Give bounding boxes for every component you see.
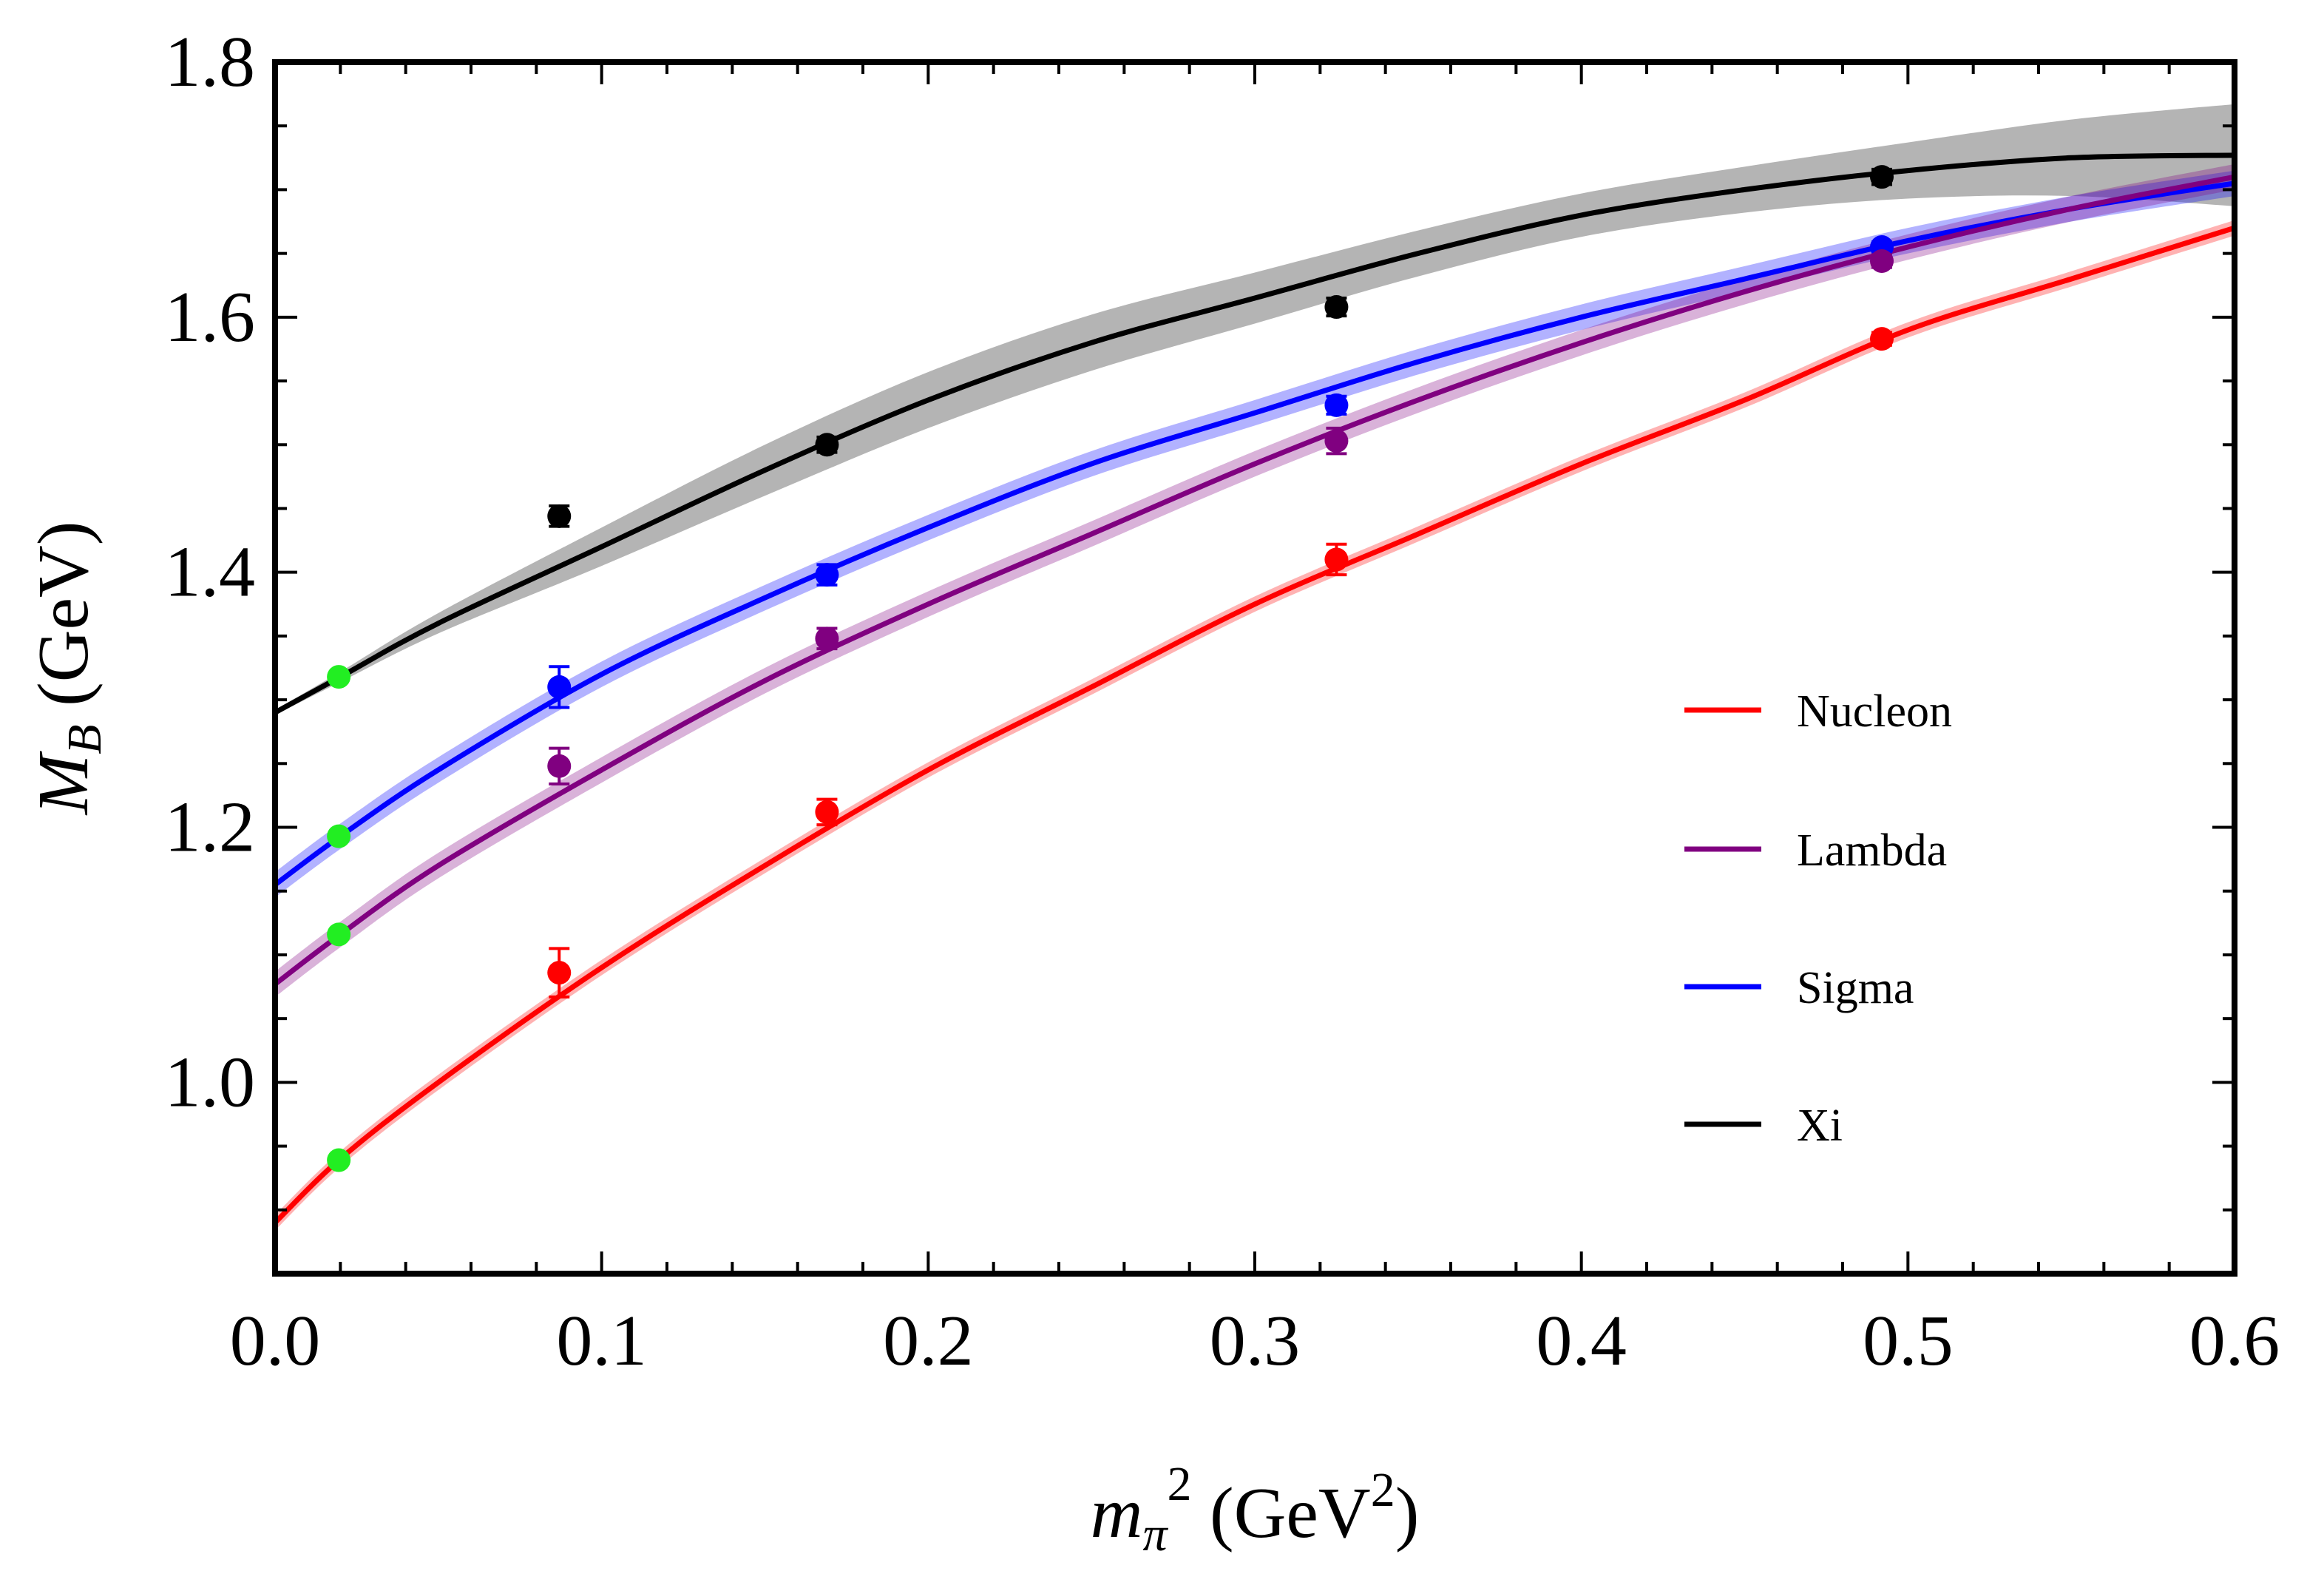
data-points <box>327 165 1894 1172</box>
point-nucleon-3 <box>1870 327 1894 351</box>
y-tick-label-3: 1.6 <box>165 277 256 357</box>
y-tick-label-0: 1.0 <box>165 1042 256 1122</box>
x-tick-label-1: 0.1 <box>556 1301 647 1381</box>
point-xi-3 <box>1870 165 1894 189</box>
point-xi-1 <box>815 433 839 457</box>
point-sigma-2 <box>1324 393 1349 417</box>
point-sigma-1 <box>815 563 839 587</box>
x-tick-label-4: 0.4 <box>1536 1301 1627 1381</box>
curve-nucleon <box>273 225 2236 1225</box>
point-sigma-0 <box>547 675 572 699</box>
error-bands <box>275 104 2235 1231</box>
point-lambda-0 <box>547 754 572 778</box>
x-tick-label-6: 0.6 <box>2189 1301 2280 1381</box>
legend-label-sigma: Sigma <box>1797 963 1914 1013</box>
legend-label-lambda: Lambda <box>1797 825 1947 876</box>
point-nucleon-1 <box>815 800 839 824</box>
legend-label-nucleon: Nucleon <box>1797 686 1952 737</box>
y-tick-label-2: 1.4 <box>165 533 256 612</box>
legend-label-xi: Xi <box>1797 1101 1843 1151</box>
legend: Nucleon Lambda Sigma Xi <box>1684 686 1952 1151</box>
point-lambda-1 <box>815 626 839 651</box>
x-tick-label-3: 0.3 <box>1210 1301 1301 1381</box>
x-tick-label-2: 0.2 <box>883 1301 974 1381</box>
x-axis-title: mπ2 (GeV2) <box>1091 1457 1420 1561</box>
point-lambda-2 <box>1324 429 1349 453</box>
physical-point-nucleon <box>327 1148 351 1172</box>
physical-point-xi <box>327 665 351 689</box>
y-axis-title: MB (GeV) <box>24 521 112 817</box>
point-nucleon-2 <box>1324 547 1349 572</box>
point-xi-2 <box>1324 295 1349 320</box>
point-xi-0 <box>547 504 572 528</box>
point-nucleon-0 <box>547 961 572 985</box>
x-tick-label-5: 0.5 <box>1863 1301 1954 1381</box>
physical-point-lambda <box>327 922 351 947</box>
x-tick-label-0: 0.0 <box>230 1301 321 1381</box>
y-tick-label-1: 1.2 <box>165 788 256 868</box>
point-lambda-3 <box>1870 249 1894 273</box>
tick-labels: 0.0 0.1 0.2 0.3 0.4 0.5 0.6 1.0 1.2 1.4 1.6 1.8 <box>165 22 2280 1381</box>
physical-point-sigma <box>327 824 351 848</box>
y-tick-label-4: 1.8 <box>165 22 256 102</box>
plot-frame <box>272 59 2237 1277</box>
band-xi <box>275 104 2235 715</box>
